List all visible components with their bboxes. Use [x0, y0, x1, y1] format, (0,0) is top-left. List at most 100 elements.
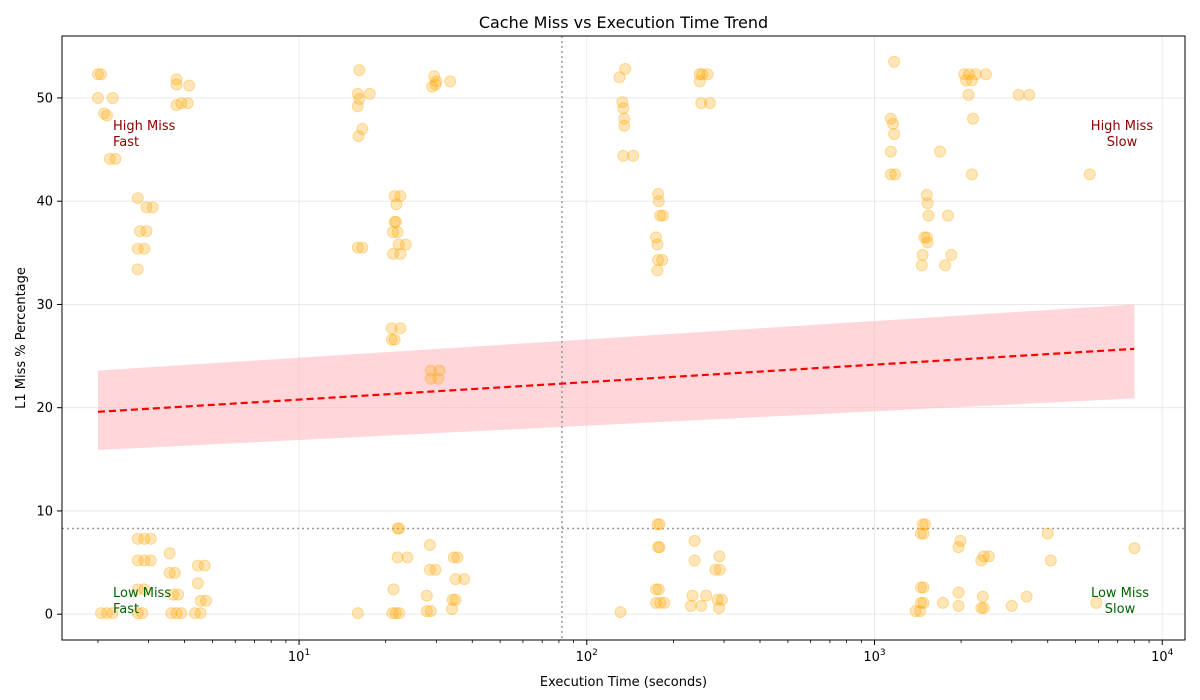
scatter-point: [686, 589, 699, 602]
scatter-point: [170, 607, 183, 620]
scatter-point: [106, 91, 119, 104]
scatter-point: [363, 87, 376, 100]
quadrant-labels-layer: High Miss Fast High Miss Slow Low Miss Fast Lo…: [113, 119, 1153, 617]
scatter-point: [394, 322, 407, 335]
scatter-point: [917, 581, 930, 594]
scatter-point: [168, 566, 181, 579]
scatter-point: [447, 551, 460, 564]
y-tick-label: 40: [36, 195, 53, 210]
scatter-point: [977, 550, 990, 563]
trend-line: [97, 347, 1135, 413]
scatter-point: [131, 242, 144, 255]
scatter-point: [198, 559, 211, 572]
scatter-point: [389, 607, 402, 620]
scatter-point: [356, 122, 369, 135]
scatter-point: [386, 226, 399, 239]
reference-lines-layer: [62, 36, 1185, 640]
confidence-band: [97, 304, 1135, 451]
scatter-point: [170, 99, 183, 112]
scatter-point: [922, 209, 935, 222]
scatter-point: [888, 128, 901, 141]
scatter-point: [426, 80, 439, 93]
scatter-point: [394, 190, 407, 203]
scatter-point: [654, 596, 667, 609]
scatter-point: [711, 593, 724, 606]
y-tick-label: 30: [36, 298, 53, 313]
scatter-point: [138, 242, 151, 255]
quadrant-label-bottom-left: Low Miss Fast: [113, 586, 171, 617]
scatter-point: [909, 605, 922, 618]
scatter-point: [428, 70, 441, 83]
scatter-point: [424, 605, 437, 618]
scatter-point: [445, 603, 458, 616]
scatter-point: [163, 566, 176, 579]
scatter-point: [934, 145, 947, 158]
scatter-point: [194, 607, 207, 620]
scatter-point: [693, 75, 706, 88]
scatter-point: [618, 119, 631, 132]
scatter-point: [914, 605, 927, 618]
scatter-point: [423, 563, 436, 576]
scatter-point: [649, 583, 662, 596]
scatter-point: [914, 596, 927, 609]
scatter-point: [138, 583, 151, 596]
scatter-point: [353, 92, 366, 105]
scatter-point: [392, 238, 405, 251]
scatter-point: [140, 201, 153, 214]
scatter-point: [651, 238, 664, 251]
scatter-point: [1041, 527, 1054, 540]
scatter-point: [965, 168, 978, 181]
scatter-point: [109, 152, 122, 165]
scatter-point: [353, 64, 366, 77]
scatter-point: [191, 559, 204, 572]
scatter-point: [619, 63, 632, 76]
scatter-point: [136, 607, 149, 620]
scatter-point: [627, 149, 640, 162]
scatter-point: [163, 547, 176, 560]
scatter-point: [688, 534, 701, 547]
scatter-point: [131, 532, 144, 545]
scatter-point: [138, 554, 151, 567]
scatter-point: [939, 259, 952, 272]
scatter-point: [616, 96, 629, 109]
scatter-point: [684, 599, 697, 612]
scatter-point: [618, 112, 631, 125]
scatter-point: [652, 187, 665, 200]
scatter-point: [614, 606, 627, 619]
scatter-point: [351, 607, 364, 620]
scatter-point: [921, 236, 934, 249]
scatter-point: [170, 73, 183, 86]
scatter-point: [394, 247, 407, 260]
scatter-point: [969, 68, 982, 81]
scatter-point: [915, 259, 928, 272]
scatter-point: [131, 263, 144, 276]
scatter-point: [175, 97, 188, 110]
x-tick-label: 103: [863, 648, 885, 665]
scatter-point: [656, 209, 669, 222]
scatter-point: [165, 607, 178, 620]
scatter-point: [696, 68, 709, 81]
scatter-point: [653, 541, 666, 554]
scatter-point: [399, 238, 412, 251]
scatter-point: [654, 209, 667, 222]
scatter-point: [386, 607, 399, 620]
scatter-point: [975, 554, 988, 567]
scatter-point: [449, 573, 462, 586]
scatter-point: [952, 541, 965, 554]
scatter-point: [651, 264, 664, 277]
scatter-point: [390, 198, 403, 211]
scatter-point: [888, 55, 901, 68]
scatter-point: [936, 596, 949, 609]
scatter-point: [652, 254, 665, 267]
scatter-point: [916, 248, 929, 261]
quadrant-label-top-left: High Miss Fast: [113, 119, 176, 150]
scatter-point: [444, 75, 457, 88]
scatter-point: [167, 588, 180, 601]
scatter-point: [649, 596, 662, 609]
scatter-point: [917, 527, 930, 540]
scatter-point: [420, 605, 433, 618]
scatter-point: [391, 551, 404, 564]
scatter-point: [962, 68, 975, 81]
scatter-point: [941, 209, 954, 222]
